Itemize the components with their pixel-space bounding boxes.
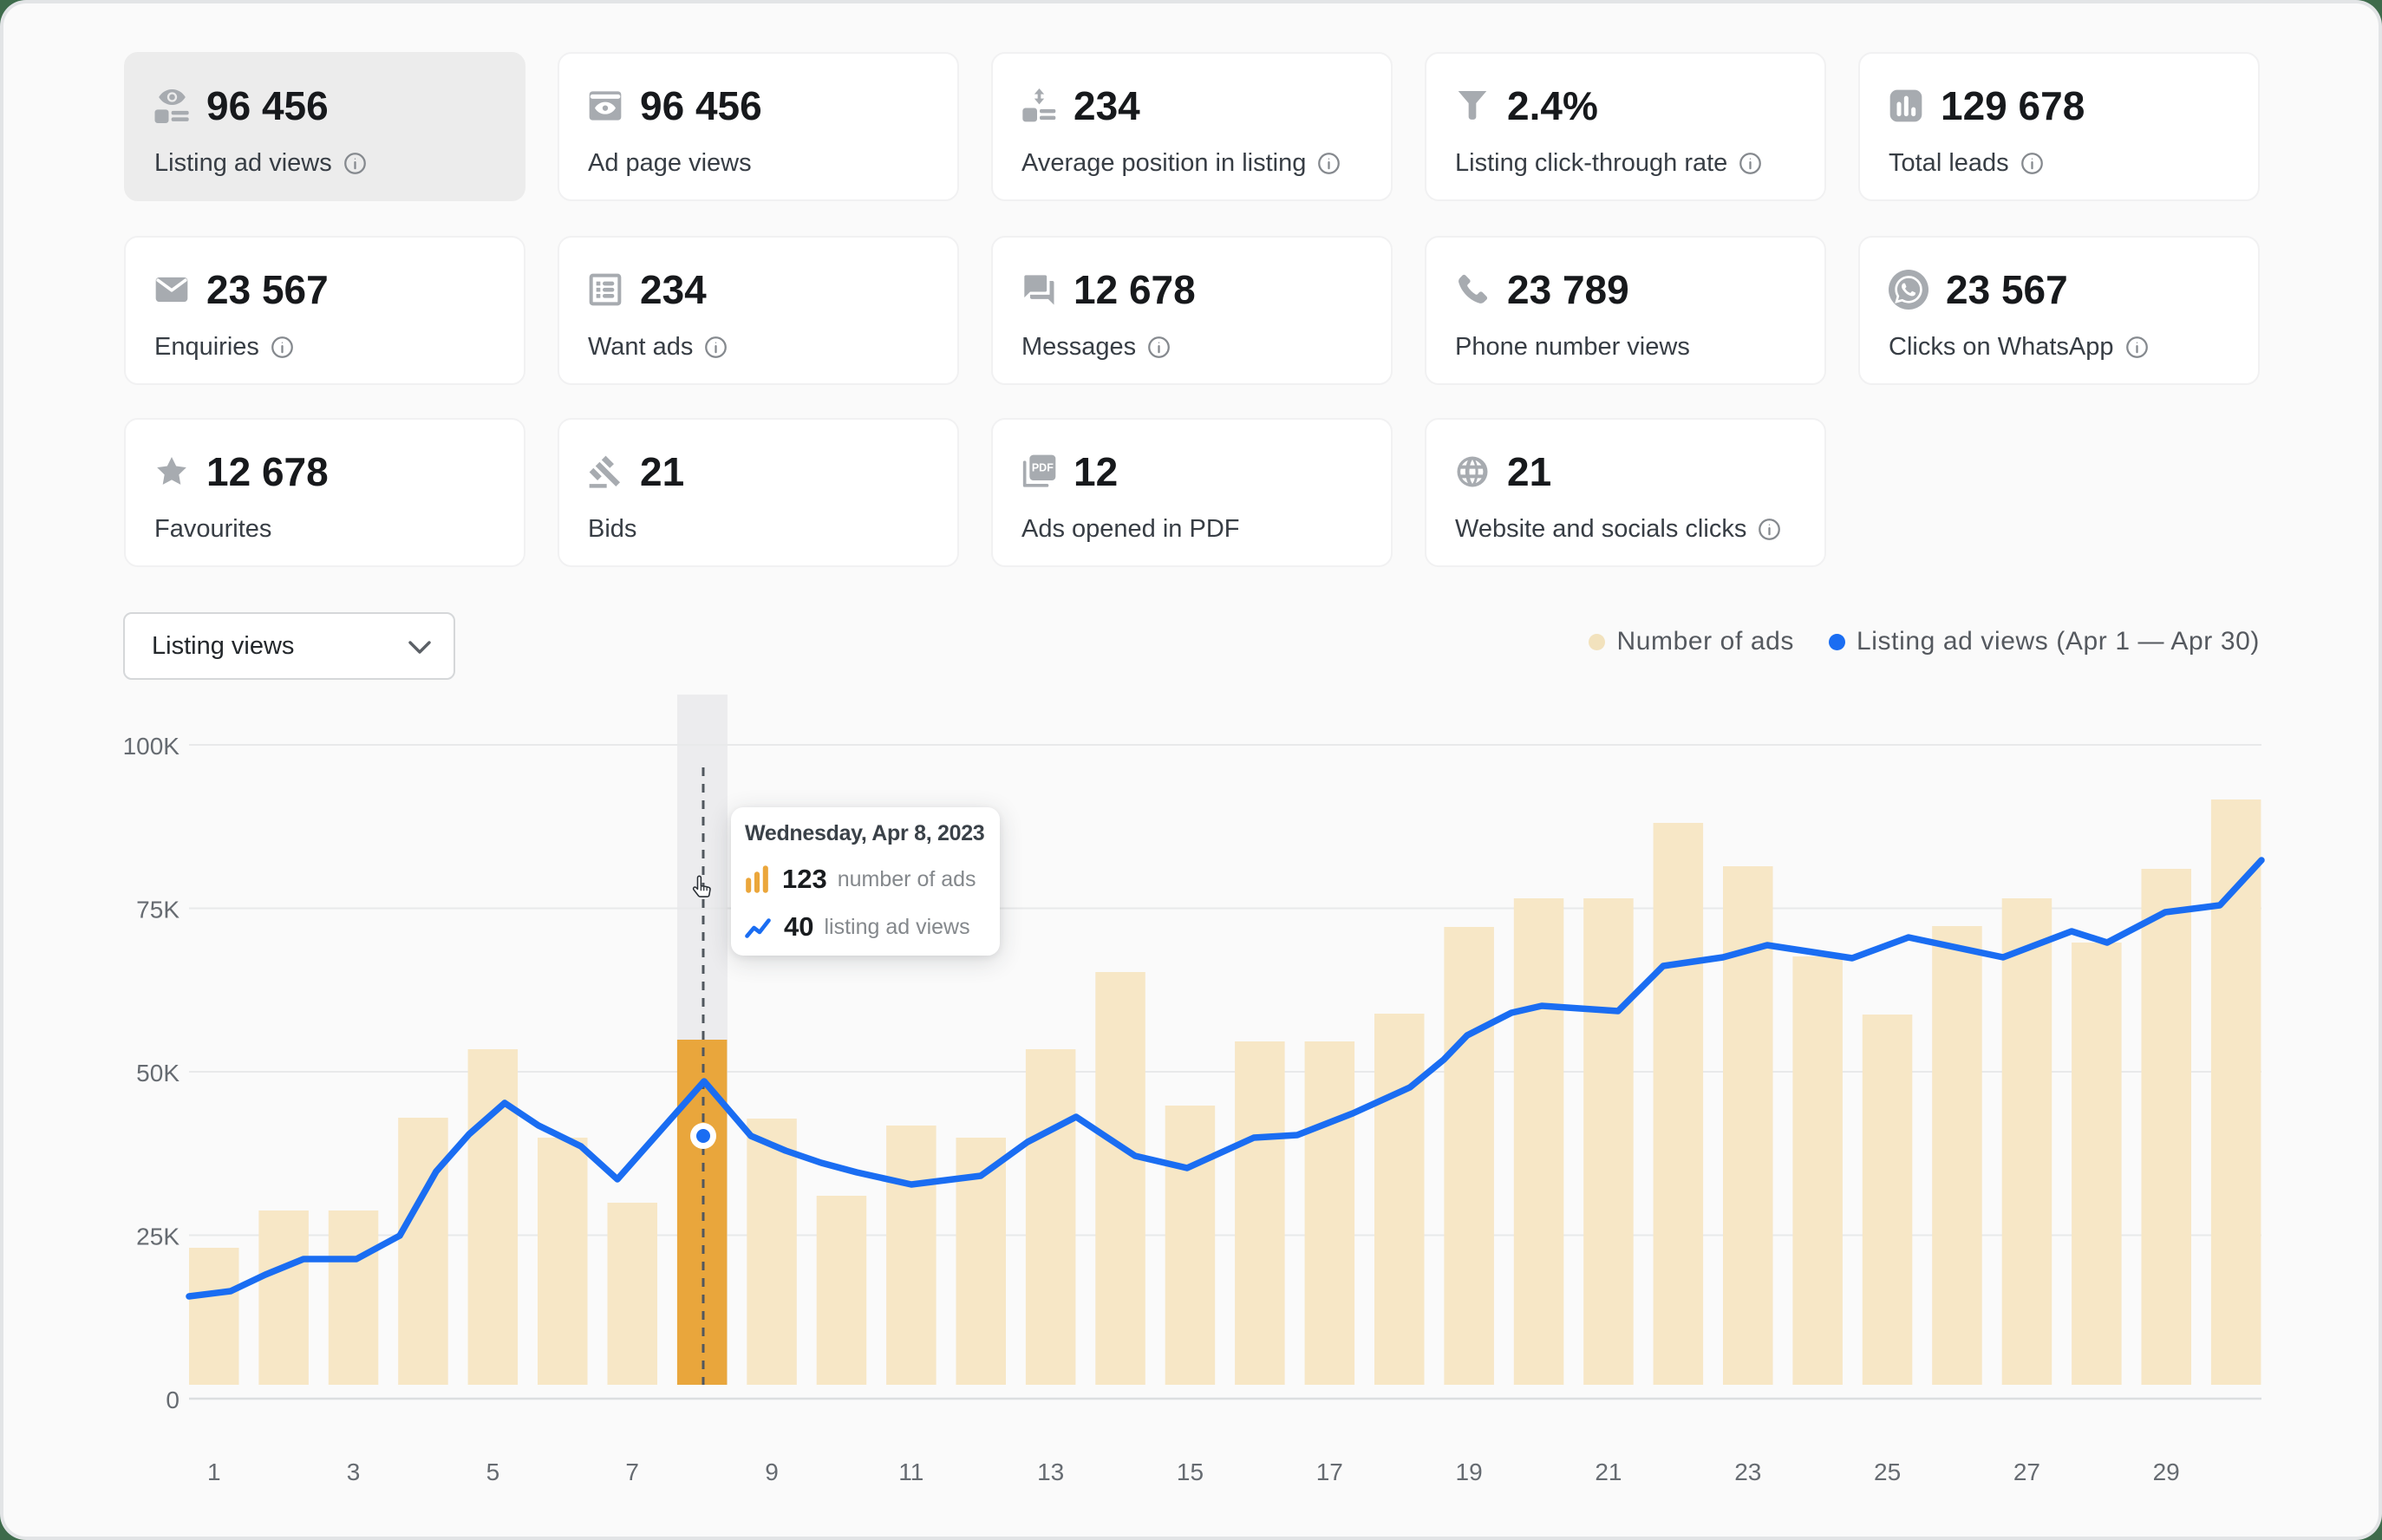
svg-text:17: 17: [1316, 1458, 1343, 1485]
svg-text:23: 23: [1734, 1458, 1761, 1485]
svg-text:100K: 100K: [123, 733, 180, 760]
svg-text:PDF: PDF: [1032, 462, 1054, 474]
svg-text:75K: 75K: [136, 897, 179, 923]
svg-text:21: 21: [1595, 1458, 1622, 1485]
svg-text:1: 1: [207, 1458, 221, 1485]
svg-text:25: 25: [1874, 1458, 1901, 1485]
svg-text:0: 0: [166, 1387, 179, 1413]
svg-text:11: 11: [898, 1458, 923, 1485]
svg-text:19: 19: [1456, 1458, 1483, 1485]
svg-text:5: 5: [486, 1458, 500, 1485]
svg-text:15: 15: [1177, 1458, 1204, 1485]
svg-text:25K: 25K: [136, 1224, 179, 1250]
svg-text:13: 13: [1037, 1458, 1064, 1485]
svg-text:27: 27: [2013, 1458, 2040, 1485]
svg-text:29: 29: [2153, 1458, 2180, 1485]
svg-text:50K: 50K: [136, 1060, 179, 1086]
svg-text:7: 7: [625, 1458, 639, 1485]
svg-text:9: 9: [765, 1458, 779, 1485]
svg-text:3: 3: [347, 1458, 361, 1485]
